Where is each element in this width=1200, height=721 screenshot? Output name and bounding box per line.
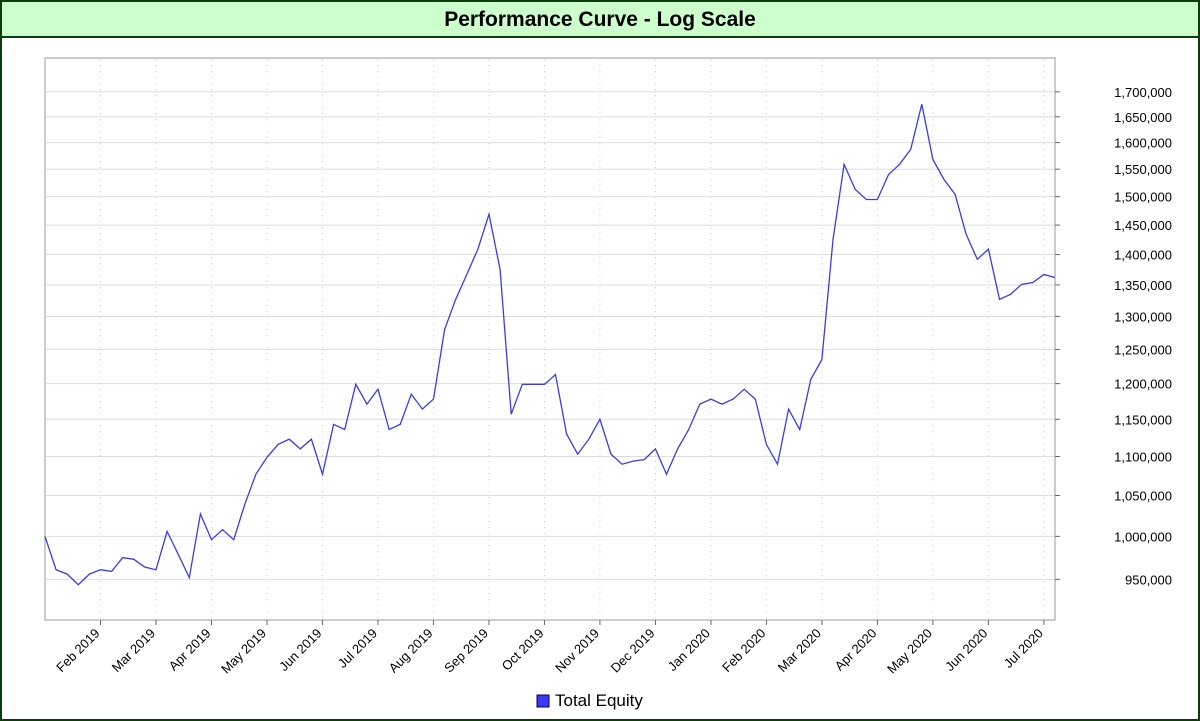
x-tick-label: Apr 2019	[166, 626, 214, 674]
equity-line	[44, 104, 1056, 586]
x-tick-label: Feb 2020	[719, 626, 768, 675]
y-tick-label: 950,000	[1125, 572, 1172, 587]
y-tick-label: 1,550,000	[1114, 162, 1172, 177]
x-tick-label: May 2019	[218, 626, 269, 677]
y-tick-label: 1,050,000	[1114, 488, 1172, 503]
x-tick-label: Sep 2019	[441, 626, 491, 676]
legend-label: Total Equity	[555, 691, 643, 710]
legend-swatch	[536, 694, 550, 708]
y-tick-label: 1,250,000	[1114, 342, 1172, 357]
x-tick-label: Mar 2020	[775, 626, 824, 675]
x-tick-label: Jan 2020	[665, 626, 713, 674]
y-tick-label: 1,100,000	[1114, 450, 1172, 465]
x-tick-label: Dec 2019	[608, 626, 658, 676]
y-tick-label: 1,650,000	[1114, 110, 1172, 125]
y-tick-label: 1,200,000	[1114, 377, 1172, 392]
x-tick-label: Aug 2019	[386, 626, 436, 676]
x-tick-label: Jul 2020	[1001, 626, 1046, 671]
x-tick-label: Jul 2019	[335, 626, 380, 671]
y-tick-label: 1,500,000	[1114, 190, 1172, 205]
y-tick-label: 1,450,000	[1114, 218, 1172, 233]
y-tick-label: 1,400,000	[1114, 247, 1172, 262]
y-tick-label: 1,000,000	[1114, 529, 1172, 544]
y-tick-label: 1,350,000	[1114, 278, 1172, 293]
y-tick-label: 1,150,000	[1114, 412, 1172, 427]
y-tick-label: 1,600,000	[1114, 136, 1172, 151]
chart-title: Performance Curve - Log Scale	[2, 2, 1198, 38]
x-tick-label: Apr 2020	[832, 626, 880, 674]
x-tick-label: Oct 2019	[499, 626, 547, 674]
plot-area	[44, 57, 1056, 621]
x-tick-label: Jun 2019	[276, 626, 324, 674]
x-tick-label: Nov 2019	[552, 626, 602, 676]
x-tick-label: May 2020	[884, 626, 935, 677]
y-tick-label: 1,300,000	[1114, 310, 1172, 325]
y-tick-label: 1,700,000	[1114, 85, 1172, 100]
x-tick-label: Feb 2019	[53, 626, 102, 675]
x-tick-label: Mar 2019	[109, 626, 158, 675]
x-tick-label: Jun 2020	[942, 626, 990, 674]
